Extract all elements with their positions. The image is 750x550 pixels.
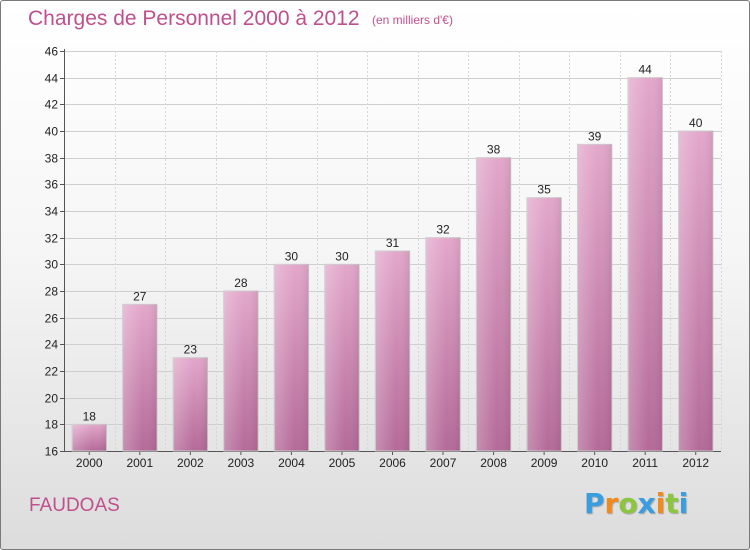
bars: [71, 77, 714, 452]
x-tick-label: 2001: [126, 456, 153, 470]
x-tick-label: 2010: [581, 456, 608, 470]
x-tick-label: 2009: [531, 456, 558, 470]
y-tick-label: 20: [45, 392, 59, 406]
labels: 16 18 20 22 24 26 28 30 32 34 36 38 40 42 44 46 18 2000 27…: [45, 45, 710, 471]
chart-unit: (en milliers d'€): [372, 13, 453, 27]
x-tick-label: 2011: [632, 456, 658, 470]
y-tick-label: 18: [45, 418, 59, 432]
bar-shade: [72, 424, 107, 451]
bar-shade: [223, 291, 259, 451]
logo-letter: i: [678, 487, 689, 520]
bar-value-label: 30: [335, 249, 349, 263]
bar-value-label: 40: [689, 116, 703, 130]
y-tick-label: 16: [45, 445, 59, 459]
y-tick-label: 40: [45, 125, 59, 139]
bar-shade: [628, 77, 663, 452]
bar-shade: [375, 251, 410, 451]
bar-value-label: 28: [234, 276, 248, 290]
chart-title: Charges de Personnel 2000 à 2012: [28, 7, 360, 30]
bar-value-label: 44: [639, 63, 653, 77]
x-tick-label: 2007: [430, 456, 457, 470]
bar-shade: [678, 131, 713, 451]
bar-shade: [173, 357, 208, 451]
y-tick-label: 34: [45, 205, 59, 219]
x-tick-label: 2005: [329, 456, 356, 470]
x-tick-label: 2012: [682, 456, 709, 470]
x-tick-label: 2003: [228, 456, 255, 470]
logo-letter: o: [618, 487, 638, 520]
y-tick-label: 22: [45, 365, 59, 379]
bar-shade: [425, 237, 461, 451]
bar-shade: [274, 264, 309, 451]
y-tick-label: 38: [45, 152, 59, 166]
proxiti-logo: Proxiti: [584, 487, 688, 520]
bar-shade: [324, 264, 360, 451]
x-tick-label: 2008: [480, 456, 507, 470]
y-tick-label: 26: [45, 312, 59, 326]
y-tick-label: 24: [45, 338, 59, 352]
x-tick-label: 2004: [278, 456, 305, 470]
y-tick-label: 42: [45, 98, 59, 112]
bar-value-label: 38: [487, 143, 501, 157]
logo-letter: t: [665, 487, 679, 520]
commune-name: FAUDOAS: [29, 495, 120, 516]
x-tick-label: 2000: [76, 456, 103, 470]
bar-shade: [122, 304, 157, 451]
bar-shade: [526, 197, 562, 451]
y-tick-label: 32: [45, 232, 59, 246]
bar-value-label: 39: [588, 129, 602, 143]
bar-value-label: 35: [537, 183, 551, 197]
bar-shade: [577, 144, 612, 452]
logo-letter: r: [604, 487, 619, 520]
logo-letter: P: [584, 487, 605, 520]
bar-shade: [476, 157, 511, 451]
bar-value-label: 18: [83, 409, 97, 423]
bar-value-label: 30: [285, 249, 299, 263]
y-tick-label: 44: [45, 72, 59, 86]
y-tick-label: 30: [45, 258, 59, 272]
x-tick-label: 2002: [177, 456, 204, 470]
x-tick-label: 2006: [379, 456, 406, 470]
bar-value-label: 27: [133, 289, 147, 303]
y-tick-label: 36: [45, 178, 59, 192]
logo-letter: i: [655, 487, 666, 520]
y-tick-label: 46: [45, 45, 59, 59]
bar-value-label: 32: [436, 223, 450, 237]
y-tick-label: 28: [45, 285, 59, 299]
bar-value-label: 23: [184, 343, 198, 357]
logo-letter: x: [637, 487, 656, 520]
bar-value-label: 31: [386, 236, 400, 250]
